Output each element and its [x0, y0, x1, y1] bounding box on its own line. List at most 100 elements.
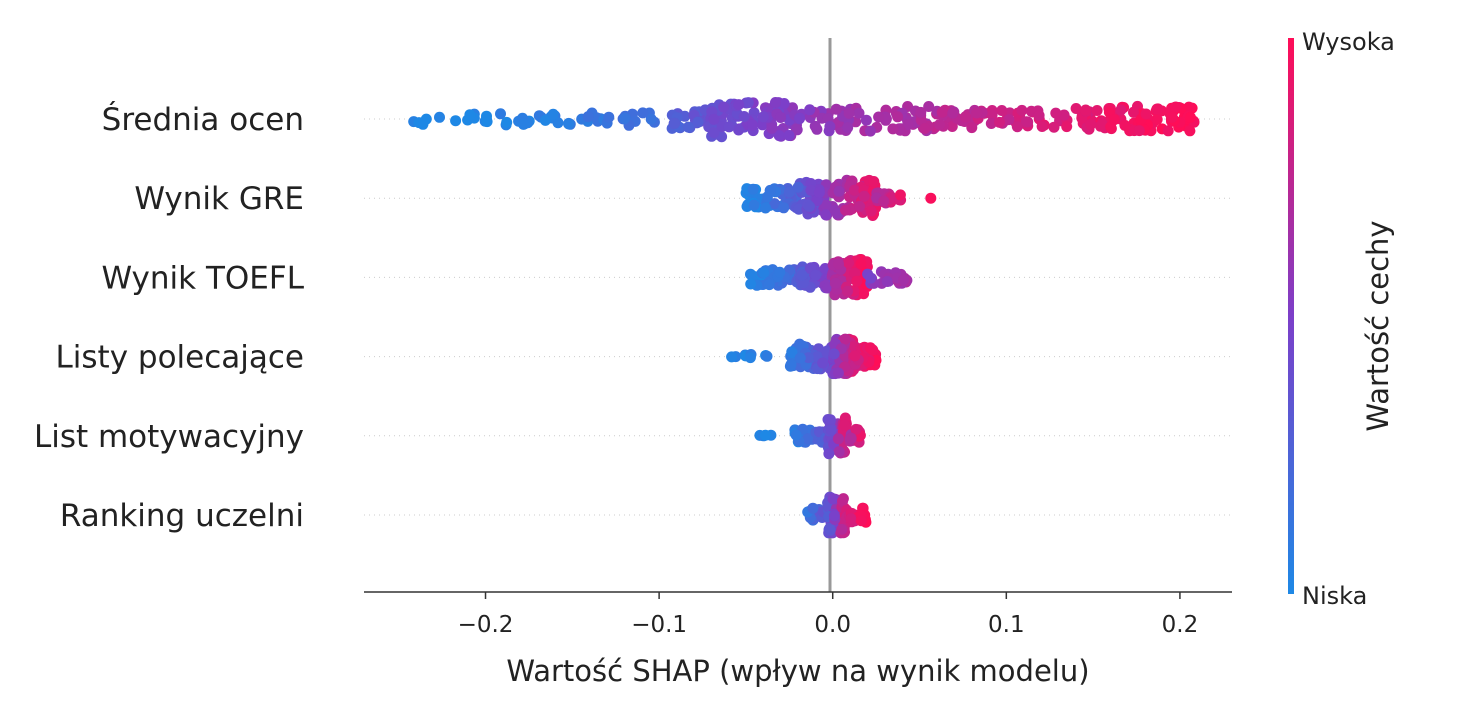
shap-point	[539, 114, 551, 126]
shap-point	[708, 113, 720, 125]
shap-point	[637, 107, 649, 119]
x-tick-label: 0.1	[988, 612, 1025, 638]
shap-point	[842, 285, 853, 297]
shap-point	[839, 419, 851, 431]
shap-point	[582, 111, 594, 123]
shap-point	[865, 272, 877, 284]
shap-point	[785, 359, 797, 371]
shap-point	[773, 130, 785, 142]
shap-point	[1133, 125, 1145, 137]
shap-point	[839, 333, 851, 345]
shap-point	[1058, 109, 1070, 121]
shap-point	[878, 195, 890, 207]
shap-point	[770, 97, 781, 108]
shap-point	[828, 348, 840, 360]
shap-point	[760, 202, 771, 214]
shap-point	[1115, 104, 1127, 116]
shap-point	[923, 101, 935, 112]
shap-point	[603, 111, 615, 123]
feature-label: Wynik TOEFL	[101, 260, 304, 296]
shap-point	[726, 351, 738, 363]
x-axis-title: Wartość SHAP (wpływ na wynik modelu)	[506, 654, 1089, 688]
shap-point	[645, 113, 657, 125]
shap-point	[794, 112, 806, 124]
shap-point	[744, 352, 756, 364]
shap-point	[747, 183, 759, 195]
shap-point	[1061, 121, 1073, 133]
shap-point	[733, 124, 745, 136]
shap-point	[668, 118, 680, 129]
shap-point	[947, 107, 959, 119]
shap-point	[764, 185, 776, 197]
shap-point	[843, 257, 855, 269]
shap-point	[1166, 111, 1178, 123]
shap-point	[1016, 104, 1028, 116]
shap-point	[793, 203, 805, 215]
shap-point	[1085, 119, 1097, 130]
shap-point	[682, 121, 694, 133]
shap-point	[849, 350, 861, 362]
shap-point	[757, 111, 769, 123]
shap-point	[783, 186, 795, 198]
shap-point	[898, 274, 910, 286]
shap-point	[1162, 125, 1174, 137]
shap-point	[1108, 114, 1120, 126]
shap-point	[1140, 108, 1152, 120]
shap-point	[830, 103, 842, 115]
shap-point	[802, 433, 814, 445]
shap-point	[840, 204, 851, 216]
colorbar-low-label: Niska	[1302, 582, 1367, 610]
feature-label: List motywacyjny	[34, 419, 304, 455]
shap-point	[850, 423, 862, 435]
feature-points	[754, 412, 866, 460]
feature-points	[745, 254, 913, 301]
shap-point	[960, 111, 971, 123]
shap-point	[836, 523, 848, 535]
shap-point	[775, 112, 787, 123]
shap-point	[811, 123, 823, 135]
shap-point	[966, 122, 978, 134]
shap-point	[934, 119, 946, 130]
shap-point	[858, 190, 870, 202]
feature-rows: Średnia ocen Wynik GRE Wynik TOEFL Listy po…	[34, 101, 1232, 534]
shap-point	[774, 266, 786, 278]
shap-point	[919, 123, 931, 134]
shap-point	[986, 109, 998, 121]
shap-point	[802, 352, 814, 364]
colorbar-title: Wartość cechy	[1361, 220, 1395, 431]
shap-point	[824, 414, 836, 426]
shap-point	[1128, 106, 1139, 118]
colorbar-high-label: Wysoka	[1302, 28, 1395, 56]
shap-point	[1011, 121, 1023, 133]
shap-point	[563, 118, 575, 130]
shap-point	[825, 424, 837, 436]
shap-point	[994, 116, 1005, 128]
shap-point	[849, 184, 860, 196]
shap-point	[501, 116, 513, 128]
feature-points	[802, 491, 872, 539]
shap-point	[420, 113, 432, 125]
shap-point	[925, 192, 937, 204]
shap-point	[832, 433, 844, 445]
shap-point	[1091, 105, 1103, 116]
shap-point	[805, 184, 817, 196]
shap-point	[833, 446, 845, 458]
shap-point	[864, 342, 876, 354]
shap-point	[745, 278, 757, 290]
x-tick-label: 0.2	[1162, 612, 1199, 638]
shap-point	[434, 111, 445, 123]
shap-point	[758, 267, 770, 279]
shap-point	[796, 269, 808, 281]
feature-points	[726, 333, 882, 380]
shap-point	[864, 125, 876, 137]
shap-point	[794, 352, 806, 364]
shap-point	[807, 502, 819, 514]
shap-point	[1033, 109, 1045, 121]
shap-point	[547, 108, 559, 120]
shap-point	[748, 199, 760, 211]
colorbar: Wysoka Niska Wartość cechy	[1288, 28, 1395, 610]
shap-point	[810, 269, 822, 281]
shap-point	[915, 106, 927, 118]
shap-point	[892, 111, 904, 123]
